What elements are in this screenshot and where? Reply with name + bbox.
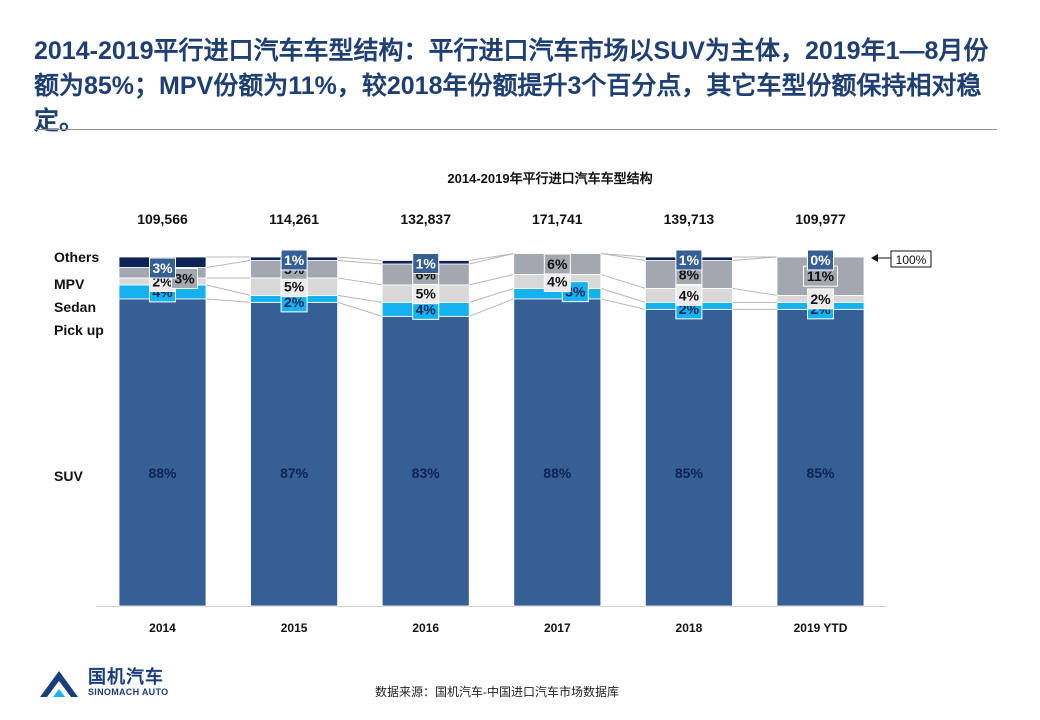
- data-label-others: 0%: [810, 252, 831, 268]
- data-label-others: 3%: [152, 260, 173, 276]
- data-label-box-others: [280, 249, 308, 271]
- data-label-box-others: [412, 252, 440, 274]
- data-label-suv: 88%: [543, 465, 572, 481]
- x-tick-label: 2014: [149, 621, 176, 635]
- connector-line: [337, 301, 383, 317]
- connector-line: [469, 287, 514, 303]
- connector-line: [600, 273, 646, 289]
- chart-title: 2014-2019年平行进口汽车车型结构: [447, 171, 652, 186]
- data-label-sedan: 5%: [284, 279, 305, 295]
- bar-total-label: 171,741: [532, 211, 583, 227]
- connector-line: [337, 256, 383, 261]
- bar-suv-2015: [250, 301, 339, 607]
- data-label-box-mpv: [543, 253, 571, 275]
- connector-line: [732, 287, 778, 296]
- data-label-mpv: 6%: [547, 256, 568, 272]
- connector-line: [600, 253, 646, 261]
- connector-line: [205, 259, 251, 268]
- stacked-bar-chart: 2014-2019年平行进口汽车车型结构 88% 87% 83% 88% 85% 85% 4%…: [54, 171, 932, 635]
- connector-line: [600, 298, 646, 310]
- bar-total-label: 109,977: [795, 211, 846, 227]
- data-label-others: 1%: [679, 252, 700, 268]
- bar-total-label: 114,261: [269, 211, 319, 227]
- data-label-sedan: 4%: [679, 287, 700, 303]
- x-tick-label: 2017: [544, 621, 571, 635]
- connector-line: [337, 259, 383, 265]
- data-label-others: 1%: [416, 255, 437, 271]
- connector-line: [205, 298, 251, 303]
- bar-suv-2018: [645, 308, 733, 607]
- data-label-sedan: 4%: [547, 273, 568, 289]
- connector-line: [469, 253, 514, 261]
- data-label-sedan: 2%: [810, 291, 831, 307]
- series-label: Pick up: [54, 322, 104, 338]
- data-label-others: 1%: [284, 252, 305, 268]
- series-label: Sedan: [54, 299, 96, 315]
- connector-line: [205, 284, 251, 296]
- connector-line: [469, 298, 514, 317]
- data-label-box-sedan: [807, 288, 834, 310]
- data-label-box-others: [675, 249, 703, 271]
- bar-suv-2017: [513, 298, 602, 607]
- hundred-marker-arrow-icon: [871, 254, 878, 262]
- x-tick-label: 2018: [676, 621, 703, 635]
- hundred-marker-box: [890, 250, 932, 268]
- series-label: MPV: [54, 276, 85, 292]
- company-logo: 国机汽车 SINOMACH AUTO: [38, 663, 218, 703]
- connector-line: [469, 253, 514, 265]
- headline-divider: [34, 129, 997, 130]
- bar-total-label: 132,837: [400, 211, 451, 227]
- series-label: Others: [54, 249, 99, 265]
- bar-total-label: 139,713: [664, 211, 715, 227]
- connector-line: [732, 256, 778, 261]
- data-label-mpv: 3%: [174, 270, 195, 286]
- hundred-marker-label: 100%: [896, 253, 927, 267]
- logo-mark-icon: [40, 671, 78, 697]
- bar-suv-2014: [118, 298, 207, 607]
- data-label-box-sedan: [675, 284, 703, 306]
- data-label-suv: 83%: [412, 465, 441, 481]
- connector-line: [600, 253, 646, 258]
- data-label-mpv: 11%: [807, 268, 835, 284]
- connector-line: [337, 294, 383, 303]
- bar-total-label: 109,566: [137, 211, 188, 227]
- connector-line: [337, 277, 383, 286]
- page-headline: 2014-2019平行进口汽车车型结构：平行进口汽车市场以SUV为主体，2019…: [34, 37, 989, 135]
- data-label-pickup: 4%: [416, 301, 437, 317]
- data-label-pickup: 2%: [284, 294, 305, 310]
- data-label-suv: 85%: [675, 465, 704, 481]
- data-label-sedan: 5%: [416, 286, 437, 302]
- data-source-note: 数据来源：国机汽车-中国进口汽车市场数据库: [375, 685, 619, 699]
- connector-line: [469, 273, 514, 286]
- x-tick-label: 2015: [281, 621, 308, 635]
- logo-chinese-name: 国机汽车: [88, 667, 164, 687]
- x-tick-label: 2019 YTD: [794, 621, 848, 635]
- data-label-box-others: [807, 249, 834, 271]
- data-label-suv: 88%: [148, 465, 177, 481]
- x-tick-label: 2016: [412, 621, 439, 635]
- data-label-suv: 87%: [280, 465, 309, 481]
- series-label: SUV: [54, 468, 83, 484]
- data-label-box-others: [149, 257, 176, 279]
- logo-english-name: SINOMACH AUTO: [88, 687, 169, 697]
- data-label-suv: 85%: [806, 465, 835, 481]
- connector-line: [600, 287, 646, 303]
- bar-suv-2019-YTD: [776, 308, 865, 607]
- bar-suv-2016: [381, 315, 470, 607]
